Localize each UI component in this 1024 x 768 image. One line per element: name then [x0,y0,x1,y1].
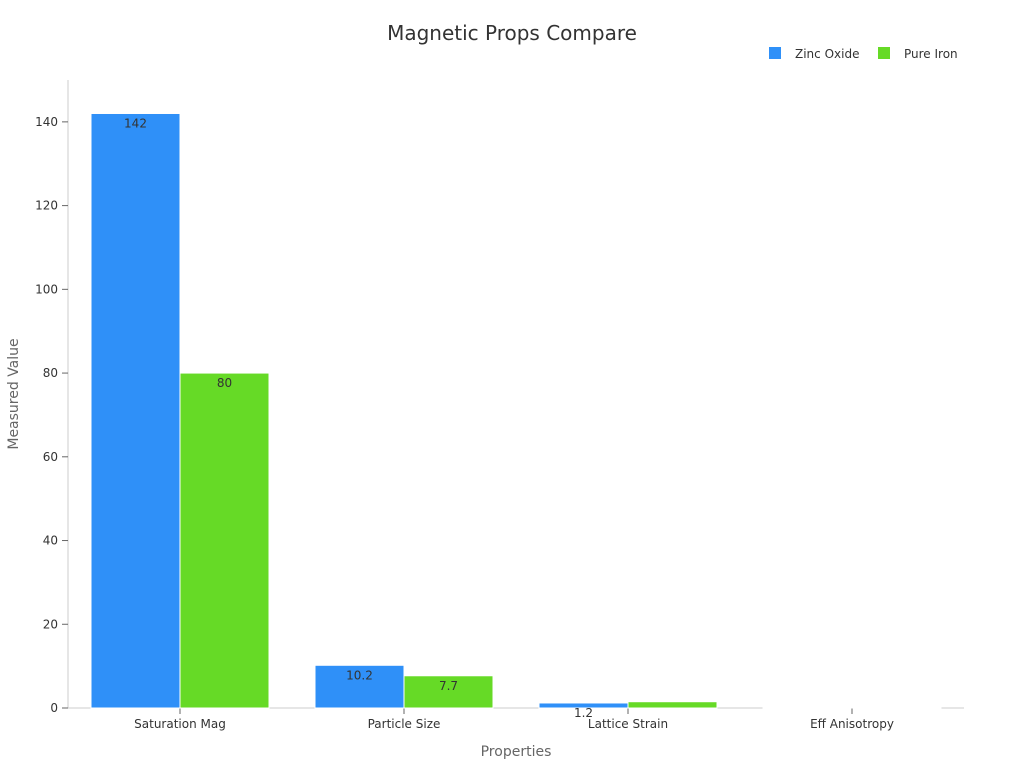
y-tick-label: 20 [43,617,58,631]
axes: 0 20 40 60 80 100 120 140 Saturation Mag Particle… [35,80,964,731]
data-label: 1.2 [574,706,593,720]
legend-label: Zinc Oxide [795,47,859,61]
data-label: 10.2 [346,668,373,682]
y-tick-label: 60 [43,450,58,464]
legend-swatch [878,47,890,59]
bar-pure-iron [403,675,494,709]
x-tick-label: Saturation Mag [134,717,226,731]
y-tick-label: 80 [43,366,58,380]
bar-zinc-oxide [314,664,405,709]
y-tick-label: 140 [35,115,58,129]
y-axis-title: Measured Value [6,338,22,449]
data-label: 142 [124,116,147,130]
y-tick-label: 0 [50,701,58,715]
data-label: 80 [217,376,232,390]
bar-pure-iron [627,701,718,709]
y-tick-label: 100 [35,282,58,296]
chart-title: Magnetic Props Compare [387,21,637,45]
y-tick-label: 120 [35,199,58,213]
bars [90,112,942,709]
x-tick-label: Lattice Strain [588,717,668,731]
legend-label: Pure Iron [904,47,958,61]
x-tick-label: Eff Anisotropy [810,717,894,731]
legend-swatch [769,47,781,59]
bar-pure-iron [179,372,270,709]
bar-zinc-oxide [90,112,181,709]
data-label: 7.7 [439,679,458,693]
x-tick-label: Particle Size [368,717,441,731]
y-tick-label: 40 [43,534,58,548]
x-axis-title: Properties [481,744,552,760]
legend: Zinc Oxide Pure Iron [769,47,958,61]
data-labels: 142 80 10.2 7.7 1.2 [124,116,593,719]
